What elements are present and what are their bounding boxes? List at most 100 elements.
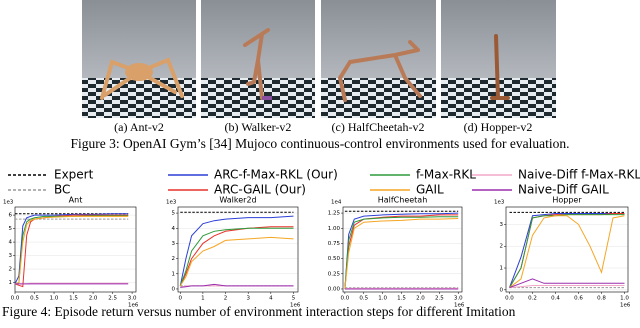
subcaption: (b) Walker-v2 <box>225 120 292 134</box>
x-scale-label: 1e6 <box>128 303 139 309</box>
y-tick-label: 0 <box>172 286 176 292</box>
x-tick-label: 0.5 <box>359 296 368 302</box>
x-tick-label: 2.5 <box>108 296 117 302</box>
x-tick-label: 3.0 <box>128 296 137 302</box>
y-tick-label: 4 <box>9 240 13 246</box>
x-tick-label: 0.4 <box>551 296 560 302</box>
series-line <box>344 214 459 290</box>
x-tick-label: 2.0 <box>416 296 425 302</box>
x-tick-label: 1.5 <box>69 296 78 302</box>
figure-caption: Figure 3: OpenAI Gym’s [34] Mujoco conti… <box>70 136 569 151</box>
y-tick-label: 6 <box>9 213 13 219</box>
y-tick-label: 1 <box>500 266 504 272</box>
x-scale-label: 1e6 <box>454 303 465 309</box>
env-images <box>82 0 556 118</box>
x-tick-label: 2.5 <box>435 296 444 302</box>
series-line <box>14 215 129 285</box>
y-tick-label: 0.00 <box>328 286 341 292</box>
y-tick-label: 3 <box>9 253 13 259</box>
series-line <box>344 212 459 290</box>
subcaption: (c) HalfCheetah-v2 <box>332 120 425 134</box>
legend-label: Expert <box>54 168 94 182</box>
y-tick-label: 5 <box>9 226 13 232</box>
series-line <box>344 287 459 290</box>
legend-label: ARC-f-Max-RKL (Our) <box>214 168 338 182</box>
legend-label: GAIL <box>416 183 444 197</box>
x-tick-label: 1 <box>201 296 205 302</box>
y-scale-label: 1e3 <box>166 200 177 206</box>
y-scale-label: 1e3 <box>494 200 505 206</box>
x-tick-label: 1.0 <box>50 296 59 302</box>
chart-title: HalfCheetah <box>378 196 428 205</box>
series-line <box>509 215 625 288</box>
y-tick-label: 3 <box>172 241 176 247</box>
series-line <box>179 236 294 287</box>
walker-image <box>201 0 315 118</box>
halfcheetah-image <box>321 0 436 118</box>
series-line <box>14 215 129 285</box>
legend-label: f-Max-RKL <box>416 168 476 182</box>
y-tick-label: 1.00 <box>328 226 341 232</box>
y-tick-label: 1 <box>9 280 13 286</box>
plot-frame <box>505 206 629 293</box>
chart-title: Hopper <box>552 196 582 205</box>
series-line <box>344 218 459 290</box>
x-tick-label: 0.0 <box>11 296 20 302</box>
series-line <box>180 283 294 288</box>
series-line <box>14 214 129 288</box>
subcaption: (a) Ant-v2 <box>114 120 164 134</box>
x-tick-label: 0.0 <box>341 296 350 302</box>
series-line <box>509 214 625 288</box>
plot-frame <box>14 206 137 293</box>
x-tick-label: 1.0 <box>620 296 629 302</box>
y-tick-label: 2 <box>172 256 176 262</box>
ant-image <box>82 0 196 118</box>
x-scale-label: 1e6 <box>620 303 631 309</box>
x-tick-label: 2 <box>224 296 228 302</box>
legend-label: ARC-GAIL (Our) <box>214 183 306 197</box>
hopper-image <box>441 0 556 118</box>
x-tick-label: 0.6 <box>574 296 583 302</box>
series-line <box>179 226 294 287</box>
y-tick-label: 0.25 <box>328 271 341 277</box>
subcaption: (d) Hopper-v2 <box>464 120 533 134</box>
series-line <box>509 285 625 289</box>
y-tick-label: 2 <box>500 244 504 250</box>
chart-title: Walker2d <box>219 196 256 205</box>
x-tick-label: 0.8 <box>597 296 606 302</box>
x-tick-label: 3 <box>246 296 250 302</box>
x-tick-label: 3.0 <box>454 296 463 302</box>
chart-title: Ant <box>69 196 83 205</box>
x-tick-label: 0.5 <box>30 296 39 302</box>
y-tick-label: 5 <box>172 211 176 217</box>
x-tick-label: 1.5 <box>397 296 406 302</box>
x-tick-label: 1.0 <box>378 296 387 302</box>
series-line <box>509 213 625 288</box>
figure-caption: Figure 4: Episode return versus number o… <box>2 304 516 319</box>
series-line <box>179 215 294 287</box>
legend-label: BC <box>54 183 70 197</box>
y-tick-label: 0.50 <box>328 256 341 262</box>
x-tick-label: 5 <box>292 296 296 302</box>
legend-label: Naive-Diff GAIL <box>518 183 609 197</box>
y-tick-label: 0.75 <box>328 241 341 247</box>
x-tick-label: 0.0 <box>505 296 514 302</box>
x-scale-label: 1e6 <box>290 303 301 309</box>
y-tick-label: 1 <box>172 271 176 277</box>
y-scale-label: 1e4 <box>331 200 342 206</box>
plot-frame <box>177 206 299 293</box>
series-line <box>344 216 459 290</box>
x-tick-label: 0 <box>179 296 183 302</box>
series-line <box>14 213 129 285</box>
y-scale-label: 1e3 <box>3 200 14 206</box>
series-line <box>179 227 294 287</box>
x-tick-label: 4 <box>269 296 273 302</box>
x-tick-label: 0.2 <box>528 296 537 302</box>
y-tick-label: 1.25 <box>328 211 341 217</box>
y-tick-label: 4 <box>172 226 176 232</box>
y-tick-label: 0 <box>500 287 504 293</box>
x-tick-label: 2.0 <box>89 296 98 302</box>
y-tick-label: 3 <box>500 222 504 228</box>
plot-frame <box>342 206 463 293</box>
